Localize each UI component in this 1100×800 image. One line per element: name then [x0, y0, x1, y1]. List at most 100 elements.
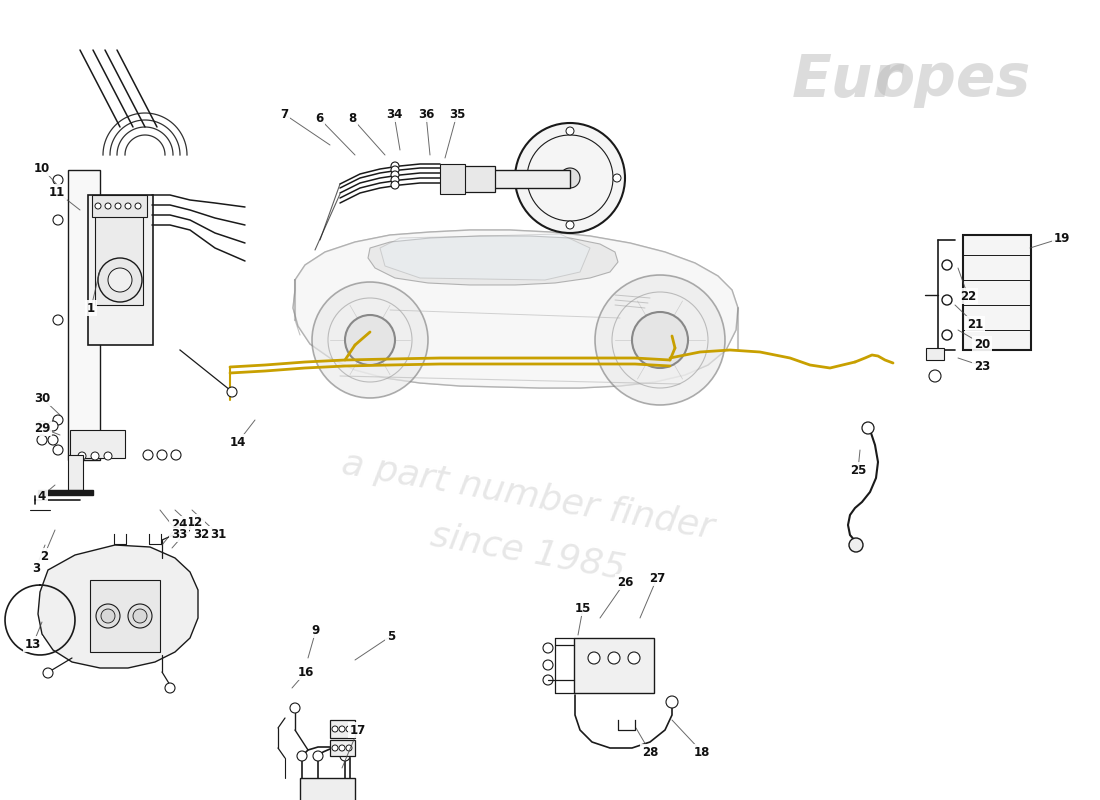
Text: 12: 12	[187, 515, 204, 529]
Bar	[330, 740, 355, 756]
Circle shape	[53, 445, 63, 455]
Text: 33: 33	[170, 527, 187, 541]
Circle shape	[37, 435, 47, 445]
Circle shape	[53, 315, 63, 325]
Circle shape	[332, 745, 338, 751]
Text: 3: 3	[32, 562, 40, 574]
Circle shape	[53, 215, 63, 225]
Text: 30: 30	[34, 391, 51, 405]
Text: since 1985: since 1985	[428, 518, 628, 586]
Circle shape	[390, 162, 399, 170]
Bar	[68, 170, 100, 460]
Circle shape	[339, 726, 345, 732]
Text: 19: 19	[1054, 231, 1070, 245]
Circle shape	[125, 203, 131, 209]
Polygon shape	[368, 236, 618, 285]
Circle shape	[942, 330, 952, 340]
Circle shape	[390, 176, 399, 184]
Circle shape	[632, 312, 688, 368]
Text: 6: 6	[315, 111, 323, 125]
Circle shape	[104, 452, 112, 460]
Circle shape	[104, 203, 111, 209]
Bar	[92, 195, 147, 217]
Bar	[330, 720, 355, 738]
Circle shape	[543, 675, 553, 685]
Circle shape	[328, 298, 412, 382]
Circle shape	[37, 421, 47, 431]
Circle shape	[43, 668, 53, 678]
Polygon shape	[39, 545, 198, 668]
Text: 35: 35	[449, 107, 465, 121]
Circle shape	[332, 726, 338, 732]
Circle shape	[314, 751, 323, 761]
Text: 18: 18	[694, 746, 711, 758]
Circle shape	[143, 450, 153, 460]
Bar	[926, 348, 944, 360]
Text: opes: opes	[874, 51, 1031, 109]
Circle shape	[339, 745, 345, 751]
Text: 11: 11	[48, 186, 65, 198]
Circle shape	[515, 123, 625, 233]
Circle shape	[390, 171, 399, 179]
Circle shape	[165, 683, 175, 693]
Circle shape	[227, 387, 236, 397]
Text: 5: 5	[387, 630, 395, 642]
Circle shape	[930, 370, 940, 382]
Circle shape	[135, 203, 141, 209]
Text: 4: 4	[37, 490, 46, 502]
Circle shape	[560, 168, 580, 188]
Text: 28: 28	[641, 746, 658, 758]
Circle shape	[297, 751, 307, 761]
Text: 22: 22	[960, 290, 976, 302]
Bar	[68, 455, 82, 490]
Circle shape	[566, 221, 574, 229]
Bar	[300, 778, 355, 800]
Bar	[490, 170, 570, 188]
Circle shape	[78, 452, 86, 460]
Circle shape	[862, 422, 874, 434]
Text: 25: 25	[850, 463, 866, 477]
Text: 14: 14	[230, 435, 246, 449]
Circle shape	[849, 538, 864, 552]
Text: 7: 7	[279, 107, 288, 121]
Circle shape	[613, 174, 621, 182]
Text: 2: 2	[40, 550, 48, 562]
Text: 27: 27	[649, 571, 666, 585]
Text: 15: 15	[575, 602, 591, 614]
Bar	[70, 430, 125, 458]
Circle shape	[942, 260, 952, 270]
Text: 9: 9	[312, 623, 320, 637]
Bar	[574, 638, 654, 693]
Text: 21: 21	[967, 318, 983, 330]
Bar	[88, 195, 153, 345]
Text: 32: 32	[192, 527, 209, 541]
Circle shape	[48, 421, 58, 431]
Text: 34: 34	[386, 107, 403, 121]
Circle shape	[519, 174, 527, 182]
Circle shape	[612, 292, 708, 388]
Circle shape	[116, 203, 121, 209]
Circle shape	[942, 295, 952, 305]
Circle shape	[128, 604, 152, 628]
Circle shape	[170, 450, 182, 460]
Bar	[39, 490, 94, 495]
Text: 36: 36	[418, 107, 434, 121]
Text: a part number finder: a part number finder	[339, 446, 717, 546]
Circle shape	[647, 327, 673, 353]
Circle shape	[53, 175, 63, 185]
Circle shape	[101, 609, 116, 623]
Text: 10: 10	[34, 162, 51, 174]
Text: 16: 16	[298, 666, 315, 678]
Text: 29: 29	[34, 422, 51, 434]
Polygon shape	[379, 234, 590, 280]
Text: 26: 26	[617, 575, 634, 589]
Circle shape	[588, 652, 600, 664]
Circle shape	[98, 258, 142, 302]
Circle shape	[96, 604, 120, 628]
Text: 8: 8	[348, 111, 356, 125]
Circle shape	[346, 726, 352, 732]
Circle shape	[157, 450, 167, 460]
Bar	[460, 166, 495, 192]
Circle shape	[108, 268, 132, 292]
Text: 1: 1	[87, 302, 95, 314]
